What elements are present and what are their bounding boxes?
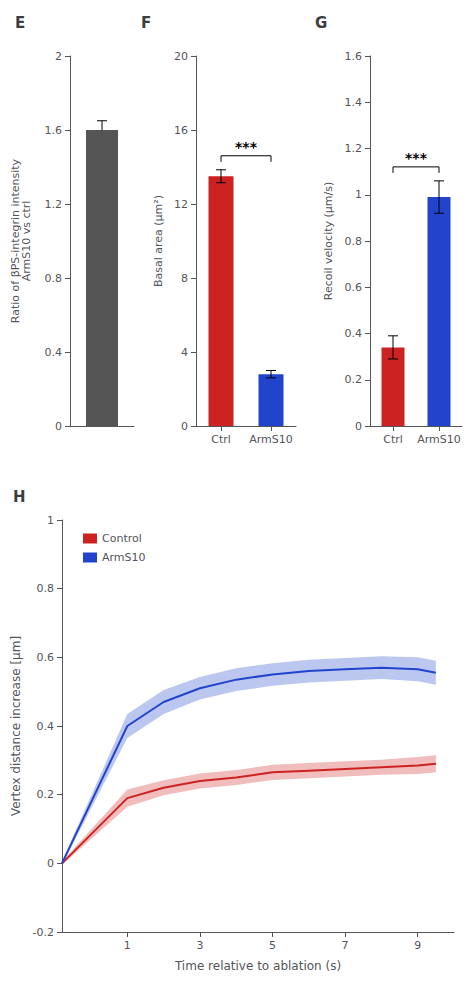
svg-text:ArmS10: ArmS10 xyxy=(249,433,293,446)
svg-text:1.2: 1.2 xyxy=(45,198,63,211)
svg-text:0.4: 0.4 xyxy=(345,327,363,340)
svg-text:ArmS10: ArmS10 xyxy=(417,433,461,446)
svg-text:G: G xyxy=(315,14,327,32)
svg-text:1: 1 xyxy=(47,514,54,527)
svg-text:2: 2 xyxy=(55,50,62,63)
svg-text:1.6: 1.6 xyxy=(345,50,363,63)
svg-text:Ratio of βPS-integrin intensit: Ratio of βPS-integrin intensity xyxy=(9,158,22,324)
svg-text:Ctrl: Ctrl xyxy=(383,433,403,446)
svg-text:0.6: 0.6 xyxy=(345,281,363,294)
svg-text:0: 0 xyxy=(55,420,62,433)
svg-text:F: F xyxy=(141,14,151,32)
svg-text:Ctrl: Ctrl xyxy=(211,433,231,446)
svg-text:0: 0 xyxy=(47,857,54,870)
svg-text:5: 5 xyxy=(269,939,276,952)
svg-text:1.4: 1.4 xyxy=(345,96,363,109)
svg-text:20: 20 xyxy=(174,50,188,63)
svg-text:0.8: 0.8 xyxy=(37,582,55,595)
svg-text:0.6: 0.6 xyxy=(37,651,55,664)
svg-text:1: 1 xyxy=(355,188,362,201)
svg-text:12: 12 xyxy=(174,198,188,211)
svg-text:1.2: 1.2 xyxy=(345,142,363,155)
svg-text:Recoil velocity (μm/s): Recoil velocity (μm/s) xyxy=(322,182,335,301)
svg-text:0: 0 xyxy=(355,420,362,433)
svg-text:E: E xyxy=(15,14,25,32)
svg-text:ArmS10 vs ctrl: ArmS10 vs ctrl xyxy=(20,201,33,282)
svg-text:0.8: 0.8 xyxy=(45,272,63,285)
svg-text:***: *** xyxy=(235,139,258,155)
svg-text:1: 1 xyxy=(124,939,131,952)
svg-text:***: *** xyxy=(405,150,428,166)
svg-text:4: 4 xyxy=(181,346,188,359)
svg-text:Control: Control xyxy=(102,532,142,545)
svg-text:0.4: 0.4 xyxy=(45,346,63,359)
svg-text:ArmS10: ArmS10 xyxy=(102,551,146,564)
svg-text:Vertex distance increase [μm]: Vertex distance increase [μm] xyxy=(9,636,23,816)
svg-text:Basal area (μm²): Basal area (μm²) xyxy=(152,195,165,287)
svg-text:0: 0 xyxy=(181,420,188,433)
svg-text:1.6: 1.6 xyxy=(45,124,63,137)
svg-text:16: 16 xyxy=(174,124,188,137)
svg-text:0.4: 0.4 xyxy=(37,720,55,733)
svg-text:0.2: 0.2 xyxy=(37,788,55,801)
svg-text:-0.2: -0.2 xyxy=(33,926,54,939)
svg-text:8: 8 xyxy=(181,272,188,285)
svg-text:H: H xyxy=(13,488,26,506)
svg-text:7: 7 xyxy=(342,939,349,952)
svg-text:Time relative to ablation (s): Time relative to ablation (s) xyxy=(174,959,341,973)
svg-text:0.2: 0.2 xyxy=(345,373,363,386)
svg-text:3: 3 xyxy=(196,939,203,952)
svg-text:0.8: 0.8 xyxy=(345,235,363,248)
svg-text:9: 9 xyxy=(414,939,421,952)
